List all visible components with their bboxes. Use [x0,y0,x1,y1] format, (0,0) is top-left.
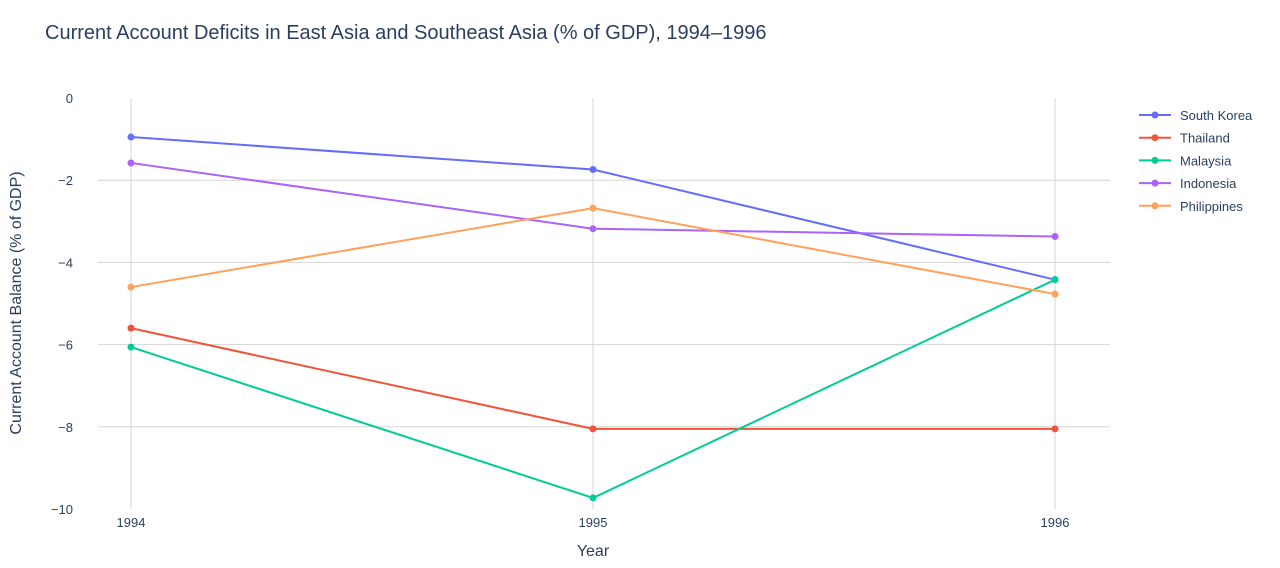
y-axis-title: Current Account Balance (% of GDP) [8,171,25,434]
data-point [1051,425,1059,433]
x-axis-title: Year [577,543,610,560]
x-tick-label: 1996 [1041,515,1070,530]
x-axis-ticks: 1994 1995 1996 [117,515,1070,530]
series-malaysia [127,276,1059,502]
data-point [589,204,597,212]
data-point [589,166,597,174]
grid [98,98,1110,509]
data-point [589,494,597,502]
x-tick-label: 1994 [117,515,146,530]
series-group [127,133,1059,502]
legend-label: Malaysia [1180,153,1232,168]
data-point [589,425,597,433]
legend-label: South Korea [1180,108,1253,123]
legend-marker [1151,202,1159,210]
legend-label: Indonesia [1180,176,1237,191]
data-point [127,159,135,167]
legend-item[interactable]: Thailand [1139,131,1230,146]
data-point [127,283,135,291]
legend-item[interactable]: Philippines [1139,199,1243,214]
legend-item[interactable]: South Korea [1139,108,1253,123]
y-tick-label: −8 [58,420,73,435]
y-tick-label: −10 [51,502,73,517]
series-indonesia [127,159,1059,241]
series-philippines [127,204,1059,298]
data-point [589,225,597,233]
y-tick-label: −2 [58,173,73,188]
y-axis-ticks: 0 −2 −4 −6 −8 −10 [51,91,73,517]
y-tick-label: −4 [58,255,73,270]
legend-marker [1151,134,1159,142]
legend[interactable]: South Korea Thailand Malaysia Indonesia Phil… [1139,108,1253,214]
x-tick-label: 1995 [579,515,608,530]
data-point [127,324,135,332]
data-point [127,133,135,141]
chart-title: Current Account Deficits in East Asia an… [45,22,767,44]
legend-marker [1151,179,1159,187]
legend-marker [1151,111,1159,119]
legend-label: Philippines [1180,199,1243,214]
legend-item[interactable]: Indonesia [1139,176,1237,191]
y-tick-label: −6 [58,338,73,353]
series-thailand [127,324,1059,433]
data-point [127,343,135,351]
y-tick-label: 0 [66,91,73,106]
data-point [1051,233,1059,241]
data-point [1051,276,1059,284]
data-point [1051,290,1059,298]
legend-label: Thailand [1180,131,1230,146]
legend-item[interactable]: Malaysia [1139,153,1232,168]
legend-marker [1151,156,1159,164]
